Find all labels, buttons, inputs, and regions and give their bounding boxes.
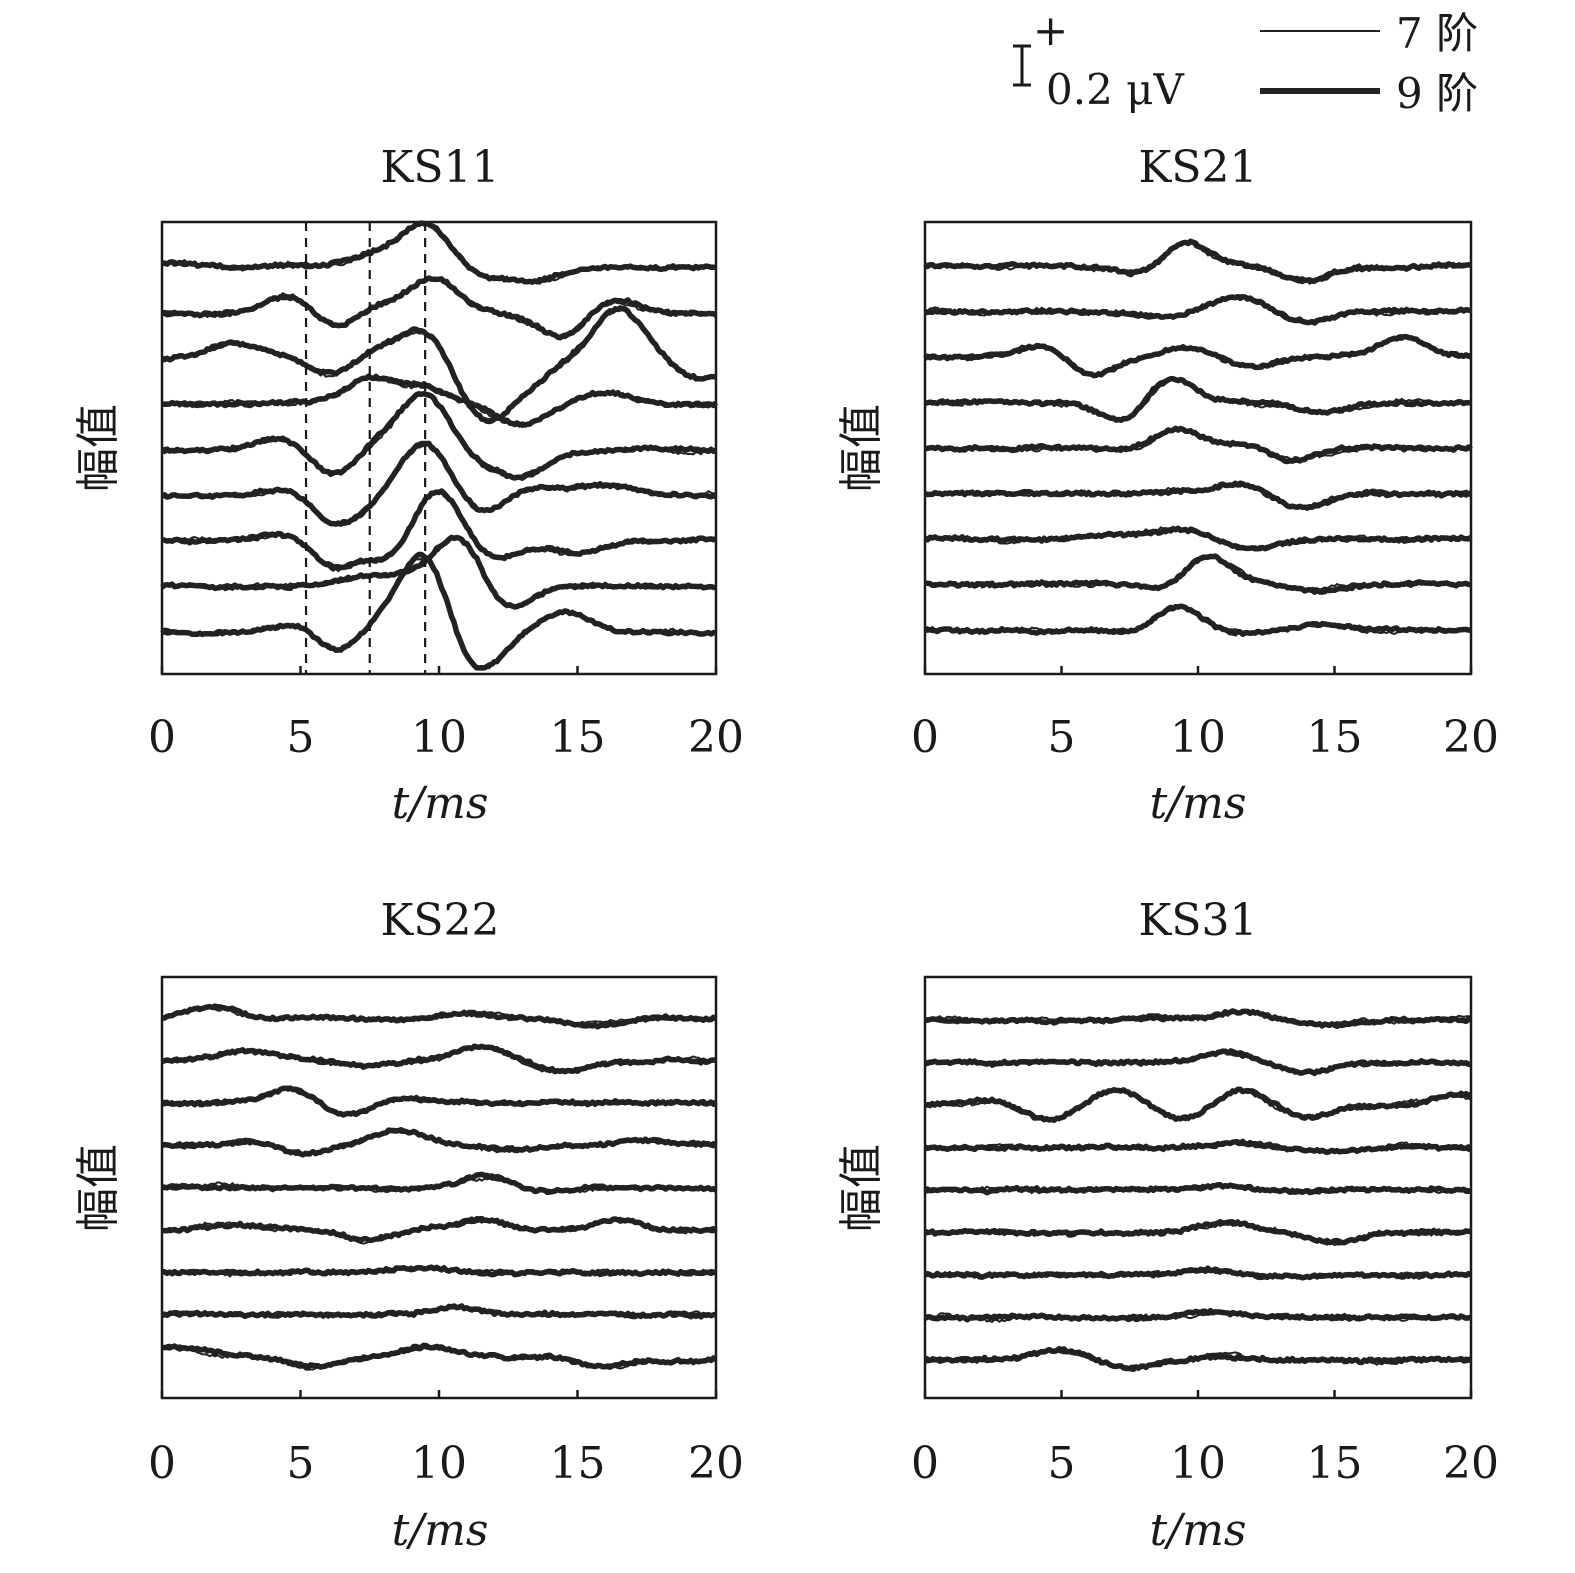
trace-2-order-9 <box>924 1048 1472 1077</box>
x-tick-label: 5 <box>1048 712 1076 763</box>
trace-8-order-9 <box>923 1307 1472 1323</box>
trace-8-order-9 <box>160 1303 717 1320</box>
trace-2-order-9 <box>924 294 1472 326</box>
x-tick-label: 0 <box>911 712 939 763</box>
trace-7-order-7 <box>161 489 717 573</box>
x-tick-label: 20 <box>688 712 744 763</box>
x-tick-label: 5 <box>287 1438 315 1489</box>
trace-4-order-9 <box>161 373 719 428</box>
trace-4-order-9 <box>161 1127 718 1158</box>
x-tick-label: 15 <box>1307 1438 1363 1489</box>
trace-1-order-9 <box>160 220 717 285</box>
traces <box>160 1003 718 1371</box>
x-tick-label: 0 <box>148 712 176 763</box>
traces <box>160 220 719 671</box>
x-tick-label: 10 <box>411 1438 467 1489</box>
x-tick-label: 20 <box>1443 712 1499 763</box>
ylabel: 幅值 <box>836 404 887 492</box>
x-tick-label: 10 <box>411 712 467 763</box>
x-axis-label: t/ms <box>1150 1505 1247 1556</box>
x-tick-label: 15 <box>550 712 606 763</box>
legend-label-7: 7 阶 <box>1396 9 1478 58</box>
x-tick-label: 0 <box>148 1438 176 1489</box>
trace-6-order-9 <box>924 480 1473 511</box>
scale-bar-icon <box>1013 44 1031 87</box>
trace-9-order-9 <box>923 603 1472 637</box>
trace-1-order-9 <box>161 1003 718 1030</box>
trace-2-order-9 <box>161 275 718 341</box>
trace-5-order-9 <box>160 390 718 481</box>
x-ticks: 0 5 10 15 20 <box>148 1390 744 1489</box>
trace-1-order-9 <box>923 238 1472 284</box>
trace-9-order-9 <box>924 1346 1472 1373</box>
trace-1-order-9 <box>924 1008 1472 1030</box>
x-tick-label: 20 <box>1443 1438 1499 1489</box>
chart-title: KS11 <box>380 142 499 193</box>
trace-9-order-9 <box>160 551 717 671</box>
trace-7-order-9 <box>923 525 1473 552</box>
x-tick-label: 10 <box>1170 1438 1226 1489</box>
chart-panel: KS21 幅值 0 5 10 15 20 t/ms <box>836 142 1499 829</box>
trace-7-order-9 <box>923 1265 1473 1281</box>
x-axis-label: t/ms <box>392 778 489 829</box>
ylabel: 幅值 <box>836 1144 887 1232</box>
x-tick-label: 5 <box>1048 1438 1076 1489</box>
trace-4-order-9 <box>924 376 1472 424</box>
x-tick-label: 15 <box>1307 712 1363 763</box>
trace-8-order-9 <box>924 553 1472 595</box>
y-axis-label: 幅值 <box>836 1144 887 1232</box>
trace-5-order-9 <box>924 425 1473 465</box>
chart-panel: KS31 幅值 0 5 10 15 20 t/ms <box>836 895 1499 1556</box>
trace-6-order-9 <box>923 1218 1472 1246</box>
scale-bar-sign: + <box>1033 6 1068 55</box>
trace-4-order-9 <box>923 1138 1473 1156</box>
x-axis-label: t/ms <box>1150 778 1247 829</box>
trace-9-order-9 <box>161 1342 718 1370</box>
chart-title: KS31 <box>1138 895 1257 946</box>
x-ticks: 0 5 10 15 20 <box>911 1390 1499 1489</box>
chart-title: KS21 <box>1138 142 1257 193</box>
chart-title: KS22 <box>380 895 499 946</box>
scale-bar-label: 0.2 μV <box>1046 65 1184 114</box>
y-axis-label: 幅值 <box>73 404 124 492</box>
trace-3-order-9 <box>923 333 1472 379</box>
x-tick-label: 20 <box>688 1438 744 1489</box>
legend: + 0.2 μV 7 阶 9 阶 <box>1013 6 1478 118</box>
trace-8-order-9 <box>160 534 717 610</box>
trace-3-order-9 <box>924 1086 1473 1123</box>
chart-panel: KS22 幅值 0 5 10 15 20 t/ms <box>73 895 744 1556</box>
x-tick-label: 5 <box>287 712 315 763</box>
trace-7-order-9 <box>161 488 717 571</box>
ylabel: 幅值 <box>73 404 124 492</box>
trace-6-order-9 <box>161 1215 718 1244</box>
trace-5-order-9 <box>923 1182 1472 1196</box>
x-ticks: 0 5 10 15 20 <box>148 666 744 763</box>
chart-panel: KS11 幅值 0 5 10 15 20 t/ms <box>73 142 744 829</box>
marker-lines <box>304 222 427 674</box>
legend-label-9: 9 阶 <box>1396 69 1478 118</box>
trace-3-order-9 <box>161 305 717 425</box>
traces <box>923 1008 1473 1373</box>
y-axis-label: 幅值 <box>836 404 887 492</box>
trace-2-order-9 <box>161 1043 717 1075</box>
trace-5-order-9 <box>161 1171 718 1196</box>
x-tick-label: 0 <box>911 1438 939 1489</box>
x-ticks: 0 5 10 15 20 <box>911 666 1499 763</box>
x-tick-label: 15 <box>550 1438 606 1489</box>
traces <box>923 238 1473 637</box>
ylabel: 幅值 <box>73 1144 124 1232</box>
x-tick-label: 10 <box>1170 712 1226 763</box>
y-axis-label: 幅值 <box>73 1144 124 1232</box>
x-axis-label: t/ms <box>392 1505 489 1556</box>
trace-7-order-9 <box>161 1264 717 1278</box>
trace-3-order-9 <box>161 1085 718 1118</box>
trace-6-order-9 <box>161 440 718 527</box>
